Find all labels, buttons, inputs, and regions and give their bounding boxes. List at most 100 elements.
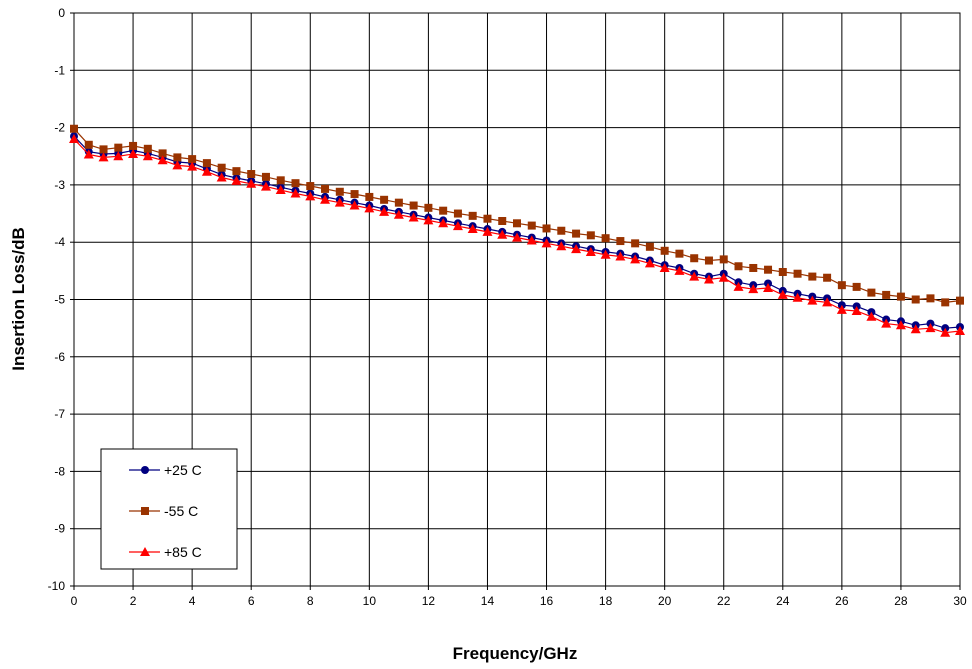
x-tick-label: 28 [894,594,908,608]
data-point [83,149,94,159]
data-point [748,284,759,294]
data-point [261,172,270,181]
data-point [630,254,641,264]
data-point [98,152,109,162]
x-tick-label: 12 [422,594,436,608]
data-point [807,295,818,305]
x-tick-label: 16 [540,594,554,608]
data-point [305,191,316,201]
x-tick-label: 6 [248,594,255,608]
data-point [793,269,802,278]
data-point [365,192,374,201]
data-point [231,175,242,185]
data-point [526,235,537,245]
data-point [409,201,418,210]
data-point [217,163,226,172]
data-point [703,274,714,284]
data-point [173,153,182,162]
data-point [393,209,404,219]
data-point [513,219,521,228]
data-point [306,182,315,191]
data-point [778,267,787,276]
data-point [247,170,256,179]
data-point [380,195,389,204]
data-point [749,263,758,272]
legend-marker-minus55c [141,507,149,515]
data-point [733,281,744,291]
x-tick-label: 2 [130,594,137,608]
y-tick-label: -8 [54,464,65,478]
data-point [734,262,743,271]
data-point [424,203,433,212]
data-point [615,251,626,261]
data-point [321,184,330,193]
data-point [764,265,773,274]
data-point [291,179,300,188]
data-point [334,197,345,207]
data-point [556,241,567,251]
data-point [408,212,419,222]
data-point [468,211,477,220]
y-tick-label: -1 [54,63,65,77]
legend-item-25c: +25 C [129,462,202,478]
data-point [542,224,551,233]
legend-label-85c: +85 C [164,544,202,560]
x-tick-label: 18 [599,594,613,608]
y-tick-label: -6 [54,350,65,364]
data-point [498,216,507,225]
data-point [956,296,964,305]
data-point [335,187,344,196]
data-point [926,294,935,303]
data-point [659,262,670,272]
y-tick-label: -10 [48,579,66,593]
legend-item-minus55c: -55 C [129,503,198,519]
y-axis-ticks: 0 -1 -2 -3 -4 -5 -6 -7 -8 -9 -10 [48,6,74,593]
x-tick-label: 8 [307,594,314,608]
legend-marker-85c [140,547,150,556]
data-point [895,320,906,330]
data-point [423,215,434,225]
data-point [128,148,139,158]
data-point [188,155,197,164]
data-point [143,144,152,153]
data-point [940,327,951,337]
data-point [260,181,271,191]
data-point [290,188,301,198]
data-point [631,239,640,248]
data-point [187,161,198,171]
data-point [586,231,595,240]
data-point [349,200,360,210]
data-point [616,237,625,246]
y-tick-label: -7 [54,407,65,421]
data-point [836,304,847,314]
data-point [99,145,108,154]
x-tick-label: 0 [71,594,78,608]
data-point [69,134,79,144]
data-point [172,160,183,170]
data-point [704,256,713,265]
legend-label-25c: +25 C [164,462,202,478]
data-point [364,203,375,213]
data-point [808,272,817,281]
data-point [896,292,905,301]
data-point [585,246,596,256]
data-point [601,234,610,243]
data-point [941,298,950,307]
data-point [350,190,359,199]
data-point [852,282,861,291]
data-point [113,151,124,161]
series-group [69,124,965,337]
data-point [851,305,862,315]
data-point [557,226,566,235]
data-point [482,226,493,236]
y-axis-title: Insertion Loss/dB [9,227,28,371]
data-point [674,265,685,275]
data-point [157,155,168,165]
y-tick-label: 0 [58,6,65,20]
data-point [512,232,522,242]
series-1 [70,124,964,307]
data-point [600,249,611,259]
legend-item-85c: +85 C [129,544,202,560]
legend: +25 C -55 C +85 C [100,448,238,570]
